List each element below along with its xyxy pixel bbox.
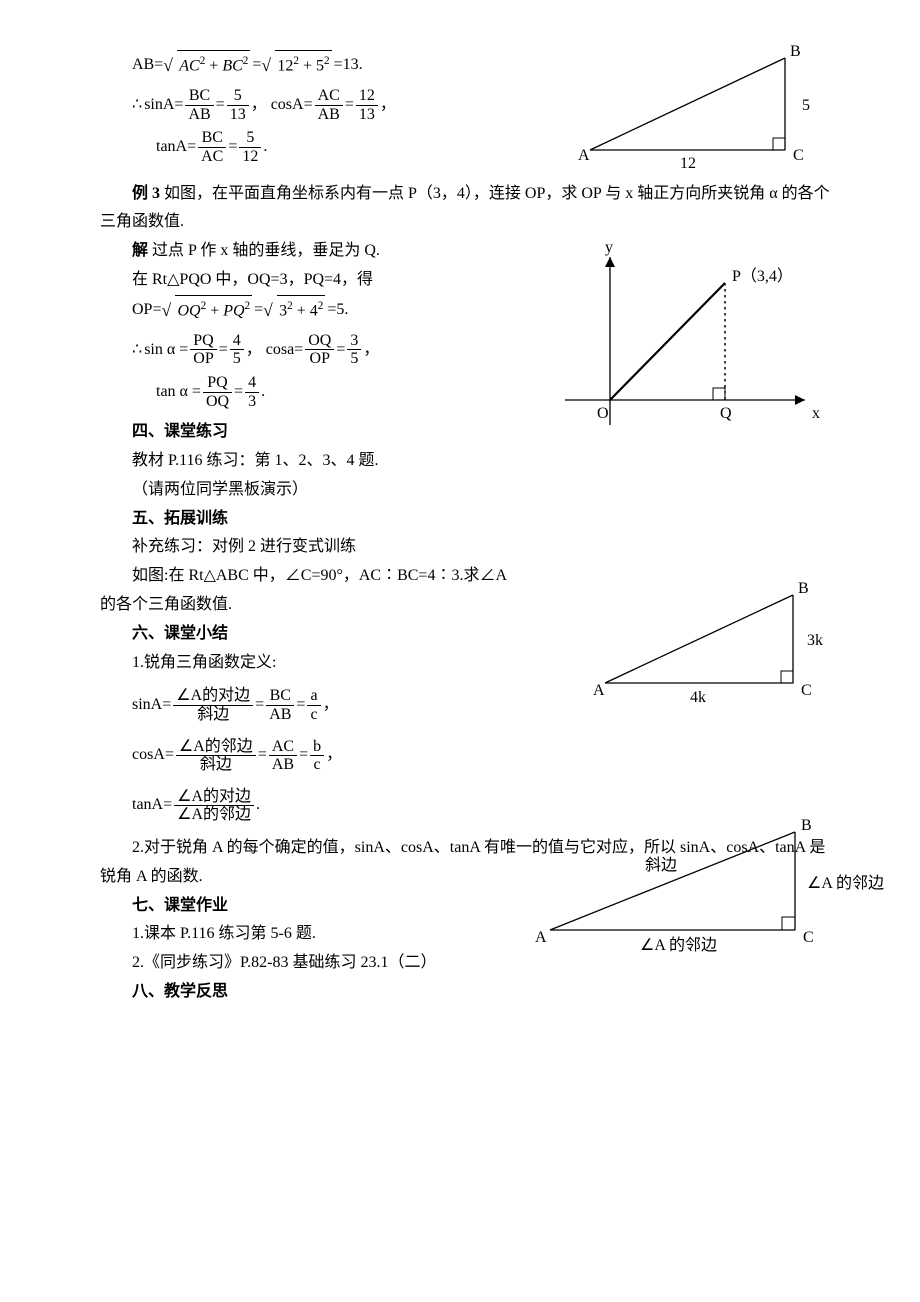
example3-title: 例 3 [132, 185, 160, 202]
triangle-figure-1: A B C 12 5 [570, 40, 830, 181]
vertex-b-label: B [790, 43, 801, 60]
origin-label: O [597, 405, 609, 422]
sina-label: sinA= [144, 91, 183, 120]
therefore2: ∴ [132, 336, 142, 365]
cosa-label: ， cosA= [251, 91, 313, 120]
adj-label: ∠A 的邻边 [640, 936, 717, 954]
point-p-label: P（3,4） [732, 267, 793, 285]
example3-title-line: 例 3 如图，在平面直角坐标系内有一点 P（3，4），连接 OP，求 OP 与 … [100, 180, 840, 238]
cosA-def-label: cosA= [132, 741, 174, 770]
section5-line2: 如图:在 Rt△ABC 中，∠C=90°，AC∶BC=4∶3.求∠A 的各个三角… [100, 562, 520, 620]
ab-lhs: AB= [132, 51, 163, 80]
hyp-label: 斜边 [645, 856, 677, 874]
point-q-label: Q [720, 405, 732, 422]
section4-line1: 教材 P.116 练习：第 1、2、3、4 题. [100, 447, 840, 476]
section4-line2: （请两位同学黑板演示） [100, 476, 840, 505]
triangle-figure-4: A B C 斜边 ∠A 的邻边 ∠A 的邻边 [525, 810, 880, 971]
vertex-c-label-3: C [801, 682, 812, 699]
vertex-a-label: A [578, 147, 590, 164]
cosalpha-label: ， cosa= [246, 336, 303, 365]
sinA-def-label: sinA= [132, 691, 171, 720]
vertex-a-label-4: A [535, 929, 547, 946]
coord-figure: y x O Q P（3,4） [550, 245, 830, 451]
vertex-b-label-3: B [798, 580, 809, 597]
side-bottom-label: 12 [680, 155, 696, 172]
section5-line1: 补充练习：对例 2 进行变式训练 [100, 533, 840, 562]
ab-result: =13. [334, 51, 363, 80]
example3-text: 如图，在平面直角坐标系内有一点 P（3，4），连接 OP，求 OP 与 x 轴正… [100, 185, 830, 231]
side-bottom-label-3: 4k [690, 689, 706, 706]
triangle-figure-3: A B C 4k 3k [585, 575, 840, 716]
vertex-c-label-4: C [803, 929, 814, 946]
tanA-def-label: tanA= [132, 791, 172, 820]
sinalpha-label: sin α = [144, 336, 188, 365]
op-lhs: OP= [132, 296, 161, 325]
eq-sign: = [252, 51, 261, 80]
vertex-c-label: C [793, 147, 804, 164]
vertex-b-label-4: B [801, 817, 812, 834]
section8-heading: 八、教学反思 [100, 978, 840, 1007]
tana-label: tanA= [156, 133, 196, 162]
vertex-a-label-3: A [593, 682, 605, 699]
solve-label: 解 [132, 242, 148, 259]
side-right-label: 5 [802, 97, 810, 114]
eq-cosA-def: cosA= ∠A的邻边斜边 = ACAB = bc ， [100, 738, 840, 774]
solve-text: 过点 P 作 x 轴的垂线，垂足为 Q. [148, 242, 380, 259]
y-axis-label: y [605, 239, 613, 256]
op-result: =5. [327, 296, 348, 325]
section5-heading: 五、拓展训练 [100, 505, 840, 534]
x-axis-label: x [812, 405, 820, 422]
opp-label: ∠A 的邻边 [807, 874, 884, 892]
tanalpha-label: tan α = [156, 378, 201, 407]
side-right-label-3: 3k [807, 632, 823, 649]
therefore: ∴ [132, 91, 142, 120]
